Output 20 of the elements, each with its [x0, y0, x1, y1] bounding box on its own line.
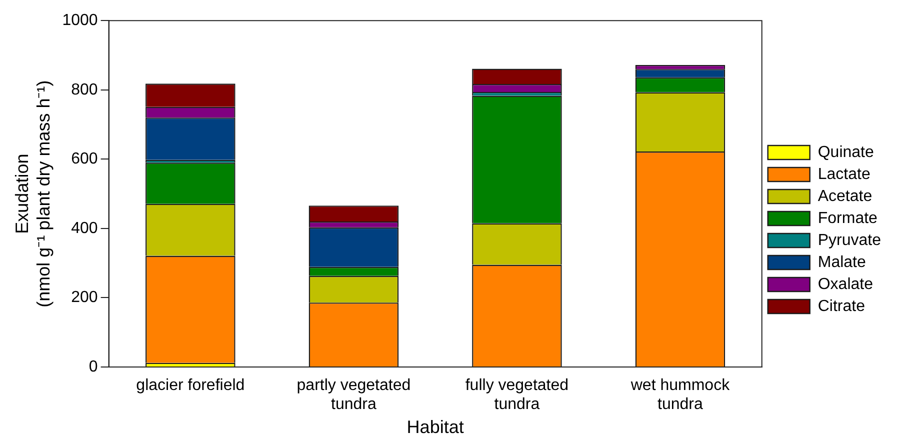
- y-tick-label: 200: [71, 289, 98, 306]
- y-axis-title: Exudation (nmol g⁻¹ plant dry mass h⁻¹): [12, 80, 54, 308]
- legend-label: Acetate: [818, 188, 872, 205]
- x-tick-label: glacier forefield: [136, 377, 245, 394]
- x-tick-label: partly vegetated tundra: [296, 377, 411, 414]
- y-tick-label: 600: [71, 150, 98, 168]
- x-tick-label: fully vegetated tundra: [465, 377, 569, 414]
- legend-label: Lactate: [818, 166, 870, 183]
- x-tick-label: wet hummock tundra: [630, 377, 731, 414]
- y-tick-label: 0: [88, 358, 98, 376]
- y-tick-label: 1000: [62, 12, 98, 30]
- y-tick-label: 400: [71, 220, 98, 237]
- x-axis-title: Habitat: [406, 417, 464, 438]
- legend-label: Oxalate: [818, 276, 874, 293]
- legend-label: Malate: [818, 254, 866, 271]
- legend-label: Pyruvate: [818, 232, 882, 249]
- y-tick-label: 800: [71, 81, 98, 98]
- legend-label: Formate: [818, 210, 878, 227]
- legend-label: Citrate: [818, 298, 866, 315]
- legend-label: Quinate: [818, 144, 874, 161]
